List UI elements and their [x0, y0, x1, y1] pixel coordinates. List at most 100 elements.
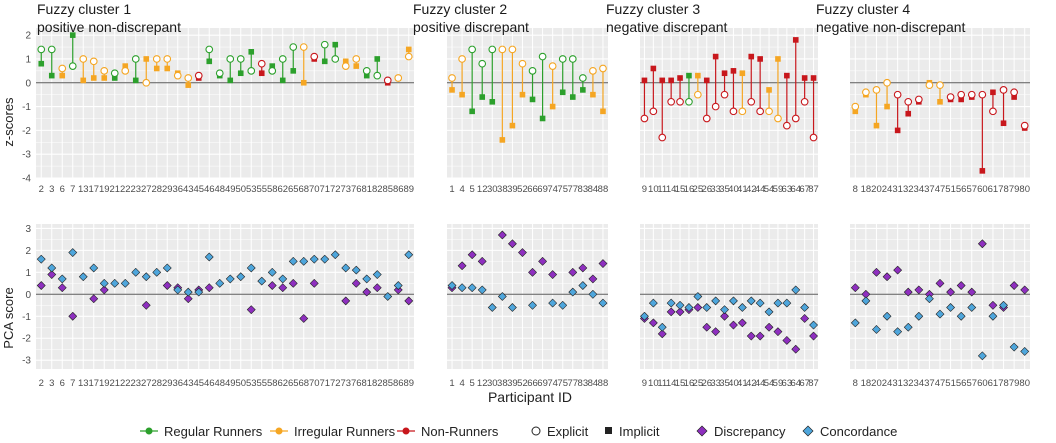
x-tick-label-35: 35 — [719, 378, 730, 389]
z-explicit-point — [548, 62, 557, 70]
z-explicit-point — [394, 74, 403, 82]
pca-concordance-point — [914, 311, 924, 321]
pca-discrepancy-point — [518, 248, 527, 257]
pca-discrepancy-point — [977, 239, 987, 249]
pca-concordance-point — [99, 278, 109, 288]
pca-discrepancy-point — [528, 267, 537, 277]
pca-concordance-point — [330, 250, 340, 260]
z-explicit-point — [68, 62, 77, 70]
pca-concordance-point — [548, 298, 558, 308]
legend-item-implicit: Implicit — [605, 424, 660, 439]
top-x-tick-label-55: 55 — [256, 184, 267, 195]
pca-concordance-point — [737, 303, 747, 312]
z-explicit-point — [468, 45, 477, 54]
pca-discrepancy-point — [362, 287, 372, 297]
top-x-tick-label-88: 88 — [598, 184, 609, 195]
z-implicit-point — [549, 103, 556, 110]
top-x-tick-label-16: 16 — [684, 184, 695, 195]
z-explicit-point — [448, 74, 456, 82]
pca-discrepancy-point — [693, 303, 703, 312]
pca-concordance-point — [110, 278, 120, 288]
pca-discrepancy-point — [457, 261, 467, 271]
pca-concordance-point — [141, 272, 151, 282]
z-explicit-point — [589, 67, 597, 75]
legend-discrepancy-symbol — [696, 425, 708, 437]
x-tick-label-4: 4 — [459, 378, 464, 389]
z-explicit-point — [756, 107, 765, 116]
x-tick-label-79: 79 — [1009, 378, 1020, 389]
top-x-tick-label-60: 60 — [977, 184, 988, 195]
pca-discrepancy-point — [729, 320, 738, 330]
top-x-tick-label-21: 21 — [109, 184, 120, 195]
x-tick-label-65: 65 — [288, 378, 299, 389]
legend-regular-dot — [145, 427, 153, 435]
x-tick-label-67: 67 — [799, 378, 810, 389]
top-y-tick-label: -3 — [22, 150, 31, 161]
pca-discrepancy-point — [598, 259, 608, 268]
z-explicit-point — [872, 86, 881, 94]
pca-discrepancy-point — [893, 265, 903, 275]
top-x-tick-label-4: 4 — [459, 184, 464, 195]
pca-concordance-point — [935, 309, 945, 319]
pca-discrepancy-point — [764, 322, 774, 332]
top-y-tick-label: -2 — [22, 126, 31, 137]
legend-item-regular: Regular Runners — [140, 424, 263, 439]
bottom-panel-4: 8 18 20 24 31 32 34 37 47 51 56 57 60 61 78 79 80 — [850, 224, 1030, 389]
pca-concordance-point — [89, 263, 99, 273]
pca-discrepancy-point — [99, 285, 109, 295]
pca-discrepancy-point — [183, 294, 193, 304]
pca-concordance-point — [194, 287, 204, 297]
panel-subtitle-2: positive discrepant — [413, 19, 529, 35]
x-tick-label-6: 6 — [60, 378, 65, 389]
bottom-panel-background — [36, 224, 414, 369]
z-explicit-point — [458, 55, 466, 63]
x-tick-label-57: 57 — [966, 378, 977, 389]
pca-concordance-point — [872, 325, 881, 334]
x-tick-label-3: 3 — [49, 378, 54, 389]
z-implicit-point — [641, 77, 648, 84]
x-tick-label-50: 50 — [235, 378, 246, 389]
z-explicit-point — [508, 45, 517, 54]
x-tick-label-28: 28 — [151, 378, 162, 389]
top-x-tick-label-63: 63 — [782, 184, 793, 195]
z-implicit-point — [38, 60, 45, 67]
z-explicit-point — [268, 67, 277, 75]
legend-irregular-label: Irregular Runners — [294, 424, 396, 439]
top-x-tick-label-3: 3 — [49, 184, 54, 195]
pca-concordance-point — [278, 274, 288, 284]
x-tick-label-31: 31 — [892, 378, 903, 389]
legend-item-discrepancy: Discrepancy — [696, 424, 786, 439]
x-tick-label-38: 38 — [497, 378, 508, 389]
top-x-tick-label-85: 85 — [382, 184, 393, 195]
x-tick-label-69: 69 — [537, 378, 548, 389]
z-implicit-point — [775, 56, 781, 62]
pca-concordance-point — [477, 285, 487, 295]
z-explicit-point — [289, 43, 298, 51]
z-implicit-point — [569, 94, 576, 100]
x-tick-label-80: 80 — [1019, 378, 1030, 389]
x-tick-label-37: 37 — [924, 378, 935, 389]
pca-concordance-point — [782, 298, 792, 308]
legend-non-dot — [402, 427, 410, 435]
top-x-tick-label-24: 24 — [882, 184, 893, 195]
top-x-tick-label-51: 51 — [945, 184, 956, 195]
x-tick-label-72: 72 — [330, 378, 341, 389]
top-x-tick-label-12: 12 — [477, 184, 488, 195]
top-panel-background — [447, 28, 608, 178]
top-y-tick-label: -4 — [22, 174, 31, 185]
top-panel-3: Fuzzy cluster 3 negative discrepant — [606, 1, 818, 179]
x-tick-label-2: 2 — [39, 378, 44, 389]
pca-discrepancy-point — [36, 281, 46, 290]
top-x-tick-label-73: 73 — [340, 184, 351, 195]
legend-item-irregular: Irregular Runners — [270, 424, 396, 439]
z-explicit-point — [1010, 88, 1018, 97]
x-tick-label-76: 76 — [351, 378, 362, 389]
z-implicit-point — [269, 63, 276, 69]
top-x-tick-label-86: 86 — [393, 184, 404, 195]
z-explicit-point — [498, 45, 507, 54]
z-explicit-point — [851, 102, 860, 111]
top-x-tick-label-84: 84 — [588, 184, 599, 195]
top-x-tick-label-75: 75 — [557, 184, 568, 195]
z-implicit-point — [703, 77, 710, 84]
panel-title-2: Fuzzy cluster 2 — [413, 1, 507, 17]
